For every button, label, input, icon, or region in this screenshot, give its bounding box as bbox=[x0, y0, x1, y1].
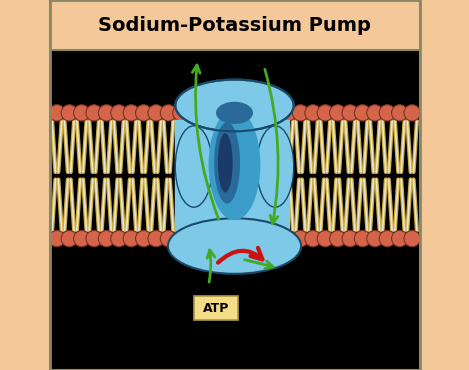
Ellipse shape bbox=[175, 126, 212, 207]
Ellipse shape bbox=[209, 109, 260, 220]
Ellipse shape bbox=[257, 126, 294, 207]
Circle shape bbox=[355, 231, 371, 247]
Circle shape bbox=[86, 105, 102, 121]
Circle shape bbox=[317, 105, 333, 121]
Ellipse shape bbox=[168, 218, 301, 274]
Circle shape bbox=[173, 231, 189, 247]
Circle shape bbox=[61, 105, 77, 121]
Circle shape bbox=[123, 105, 139, 121]
Circle shape bbox=[173, 105, 189, 121]
Circle shape bbox=[342, 231, 358, 247]
Circle shape bbox=[330, 105, 346, 121]
Circle shape bbox=[148, 105, 164, 121]
Circle shape bbox=[379, 105, 395, 121]
Circle shape bbox=[136, 105, 152, 121]
Circle shape bbox=[98, 105, 114, 121]
Circle shape bbox=[379, 231, 395, 247]
Circle shape bbox=[404, 231, 420, 247]
Circle shape bbox=[367, 231, 383, 247]
Circle shape bbox=[292, 105, 309, 121]
Circle shape bbox=[342, 105, 358, 121]
Circle shape bbox=[160, 105, 177, 121]
Circle shape bbox=[136, 231, 152, 247]
Circle shape bbox=[305, 105, 321, 121]
Circle shape bbox=[74, 105, 90, 121]
Circle shape bbox=[392, 231, 408, 247]
FancyBboxPatch shape bbox=[194, 296, 238, 320]
Ellipse shape bbox=[218, 133, 233, 192]
Ellipse shape bbox=[175, 80, 294, 131]
Text: Sodium-Potassium Pump: Sodium-Potassium Pump bbox=[98, 16, 371, 35]
Ellipse shape bbox=[214, 122, 240, 204]
Circle shape bbox=[292, 231, 309, 247]
Circle shape bbox=[111, 231, 127, 247]
Circle shape bbox=[98, 231, 114, 247]
Circle shape bbox=[392, 105, 408, 121]
Circle shape bbox=[355, 105, 371, 121]
Circle shape bbox=[160, 231, 177, 247]
Circle shape bbox=[111, 105, 127, 121]
Circle shape bbox=[305, 231, 321, 247]
Circle shape bbox=[61, 231, 77, 247]
Circle shape bbox=[148, 231, 164, 247]
Circle shape bbox=[367, 105, 383, 121]
Circle shape bbox=[123, 231, 139, 247]
Circle shape bbox=[317, 231, 333, 247]
Circle shape bbox=[86, 231, 102, 247]
FancyBboxPatch shape bbox=[179, 120, 290, 231]
Circle shape bbox=[404, 105, 420, 121]
Bar bbox=[50, 50, 419, 370]
Circle shape bbox=[49, 231, 65, 247]
Circle shape bbox=[330, 231, 346, 247]
Text: ATP: ATP bbox=[203, 302, 229, 315]
Circle shape bbox=[49, 105, 65, 121]
Circle shape bbox=[280, 105, 296, 121]
Ellipse shape bbox=[216, 102, 253, 124]
Bar bbox=[50, 0, 419, 50]
Circle shape bbox=[280, 231, 296, 247]
Circle shape bbox=[74, 231, 90, 247]
